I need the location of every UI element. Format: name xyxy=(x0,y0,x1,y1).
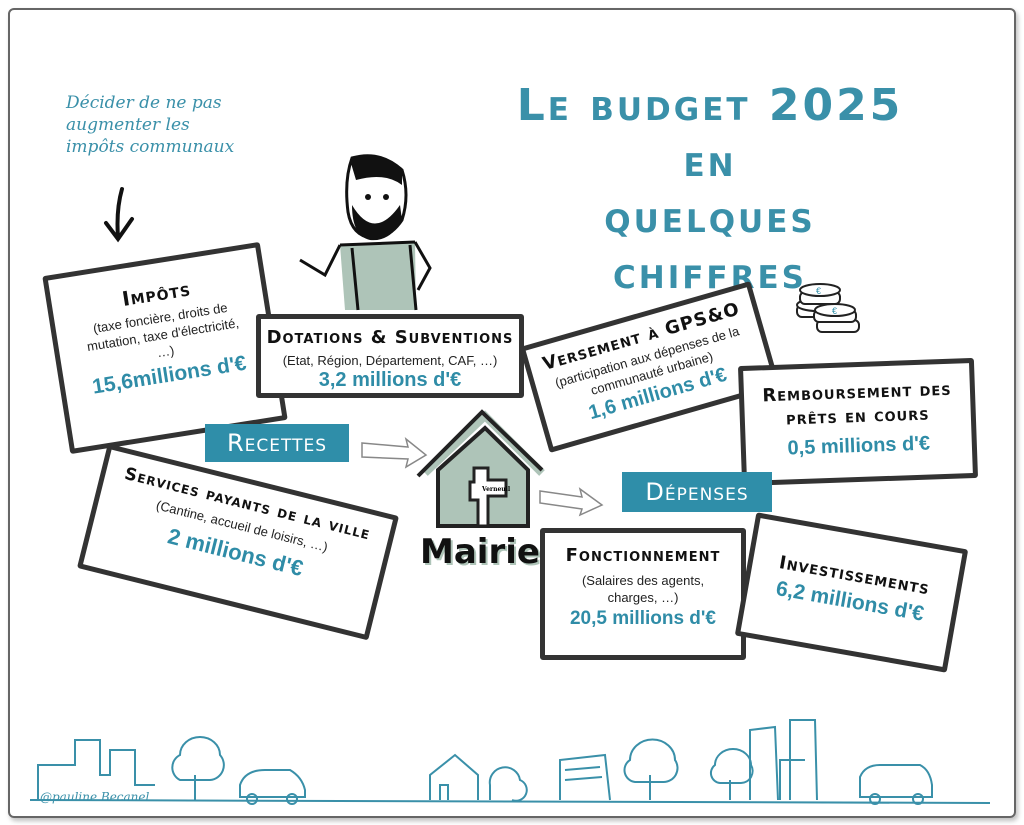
coins-icon: €€ xyxy=(796,283,860,333)
fonctionnement-box: Fonctionnement (Salaires des agents, cha… xyxy=(540,528,746,660)
recettes-label: Recettes xyxy=(205,424,349,462)
dotations-title: Dotations & Subventions xyxy=(266,327,514,348)
depenses-label: Dépenses xyxy=(622,472,772,512)
remboursement-box: Remboursement des prêts en cours 0,5 mil… xyxy=(737,357,979,487)
title-line-1: Le budget 2025 en xyxy=(516,80,904,187)
city-skyline-illustration xyxy=(30,719,990,805)
dotations-box: Dotations & Subventions (Etat, Région, D… xyxy=(256,314,524,398)
fonctionnement-title: Fonctionnement xyxy=(565,545,721,566)
dotations-value: 3,2 millions d'€ xyxy=(318,369,462,391)
fonctionnement-value: 20,5 millions d'€ xyxy=(569,608,717,629)
title-line-2: quelques chiffres xyxy=(604,192,816,299)
remboursement-value: 0,5 millions d'€ xyxy=(787,432,931,460)
svg-text:€: € xyxy=(816,286,821,296)
impots-box: Impôts (taxe foncière, droits de mutatio… xyxy=(42,241,288,455)
fonctionnement-detail: (Salaires des agents, charges, …) xyxy=(581,573,705,605)
person-illustration xyxy=(299,154,432,311)
page-frame xyxy=(8,8,1016,818)
town-sign: Verneuil xyxy=(482,486,511,493)
arrow-down-icon xyxy=(104,187,134,243)
page-title: Le budget 2025 en quelques chiffres xyxy=(510,78,910,302)
dotations-detail: (Etat, Région, Département, CAF, …) xyxy=(282,353,498,368)
mairie-label: Mairie xyxy=(420,532,540,572)
handwritten-note: Décider de ne pas augmenter les impôts c… xyxy=(66,93,235,157)
remboursement-title: Remboursement des prêts en cours xyxy=(762,378,952,430)
svg-text:€: € xyxy=(832,306,837,316)
arrow-right-icon xyxy=(539,487,604,517)
arrow-right-icon xyxy=(361,437,428,469)
artist-signature: @pauline Becanel xyxy=(40,790,150,804)
town-hall-icon xyxy=(416,409,545,528)
